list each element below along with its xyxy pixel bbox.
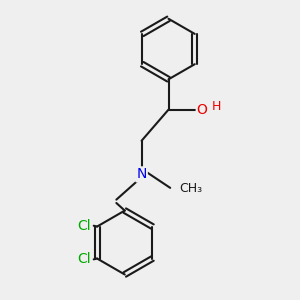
Text: Cl: Cl bbox=[77, 219, 90, 233]
Text: CH₃: CH₃ bbox=[179, 182, 203, 195]
Text: O: O bbox=[197, 103, 208, 117]
Text: Cl: Cl bbox=[77, 252, 90, 266]
Text: N: N bbox=[136, 167, 147, 182]
Text: H: H bbox=[212, 100, 221, 113]
